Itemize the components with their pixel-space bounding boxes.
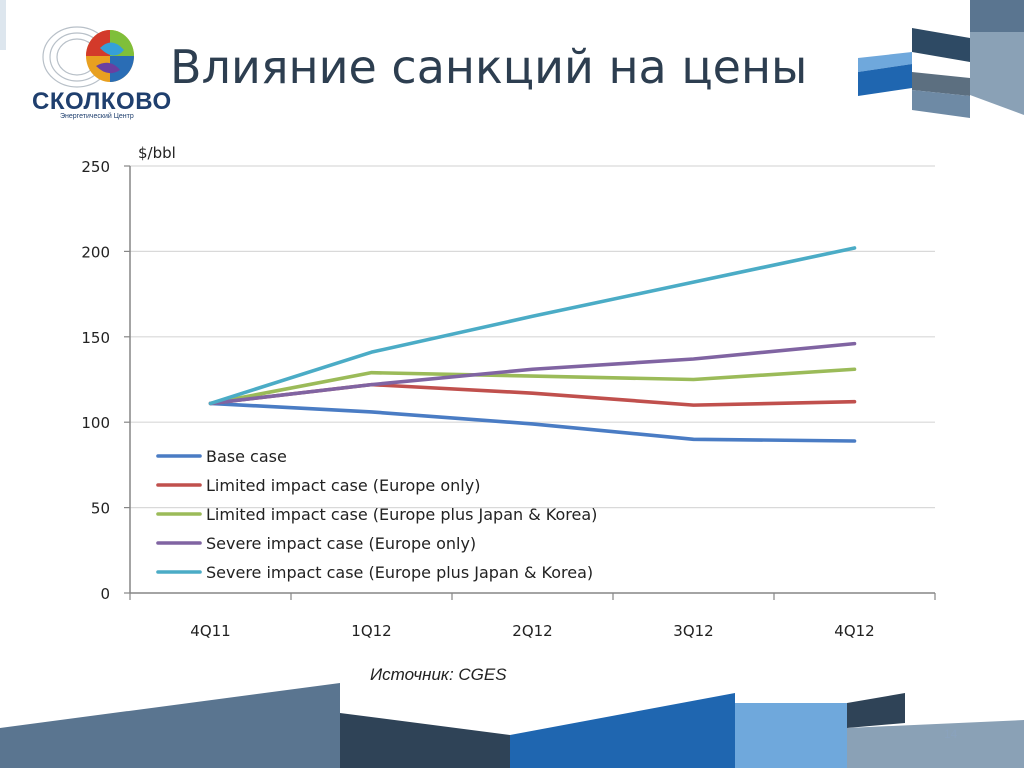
slide-title: Влияние санкций на цены [170, 40, 808, 94]
y-tick-label: 250 [81, 158, 110, 176]
y-tick-label: 100 [81, 414, 110, 432]
x-tick-label: 3Q12 [673, 622, 713, 640]
legend-label: Limited impact case (Europe only) [206, 476, 480, 495]
series-line-5 [208, 246, 857, 406]
x-tick-label: 4Q11 [190, 622, 230, 640]
x-tick-label: 4Q12 [834, 622, 874, 640]
legend-label: Severe impact case (Europe plus Japan & … [206, 563, 593, 582]
x-tick-label: 1Q12 [351, 622, 391, 640]
y-tick-label: 0 [100, 585, 110, 603]
legend-label: Severe impact case (Europe only) [206, 534, 476, 553]
y-tick-label: 50 [91, 500, 110, 518]
x-tick-label: 2Q12 [512, 622, 552, 640]
series-line-2 [208, 382, 857, 407]
legend-label: Base case [206, 447, 287, 466]
y-tick-label: 200 [81, 243, 110, 261]
logo-subtitle: Энергетический Центр [60, 113, 134, 120]
y-tick-label: 150 [81, 329, 110, 347]
source-note: Источник: CGES [370, 665, 507, 684]
logo-wordmark: СКОЛКОВО [32, 88, 172, 115]
series-line-1 [208, 401, 857, 443]
legend-label: Limited impact case (Europe plus Japan &… [206, 505, 597, 524]
skolkovo-logo-emblem [42, 26, 134, 88]
series-line-3 [208, 367, 857, 406]
y-axis-label: $/bbl [138, 144, 176, 162]
page-number: 14 [944, 727, 958, 741]
series-line-4 [208, 341, 857, 406]
